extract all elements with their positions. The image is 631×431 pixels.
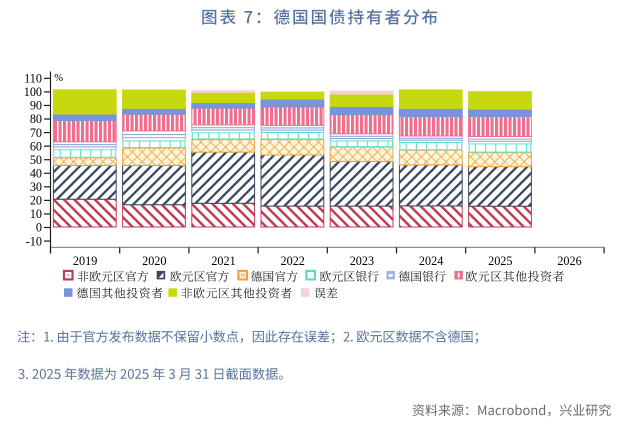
svg-text:110: 110	[24, 72, 42, 86]
svg-text:60: 60	[30, 139, 42, 153]
svg-text:2021: 2021	[211, 254, 235, 268]
svg-text:10: 10	[30, 207, 42, 221]
svg-text:80: 80	[30, 112, 42, 126]
svg-text:-10: -10	[26, 234, 42, 248]
svg-text:2024: 2024	[419, 254, 443, 268]
svg-text:50: 50	[30, 153, 42, 167]
svg-text:90: 90	[30, 99, 42, 113]
svg-text:2019: 2019	[73, 254, 97, 268]
svg-text:20: 20	[30, 194, 42, 208]
svg-text:0: 0	[36, 221, 42, 235]
svg-text:70: 70	[30, 126, 42, 140]
svg-text:2023: 2023	[350, 254, 374, 268]
svg-text:30: 30	[30, 180, 42, 194]
svg-text:2020: 2020	[142, 254, 166, 268]
svg-text:100: 100	[24, 85, 42, 99]
svg-text:2025: 2025	[488, 254, 512, 268]
svg-text:%: %	[54, 73, 63, 84]
svg-text:2022: 2022	[281, 254, 305, 268]
svg-text:40: 40	[30, 166, 42, 180]
svg-text:2026: 2026	[557, 254, 581, 268]
